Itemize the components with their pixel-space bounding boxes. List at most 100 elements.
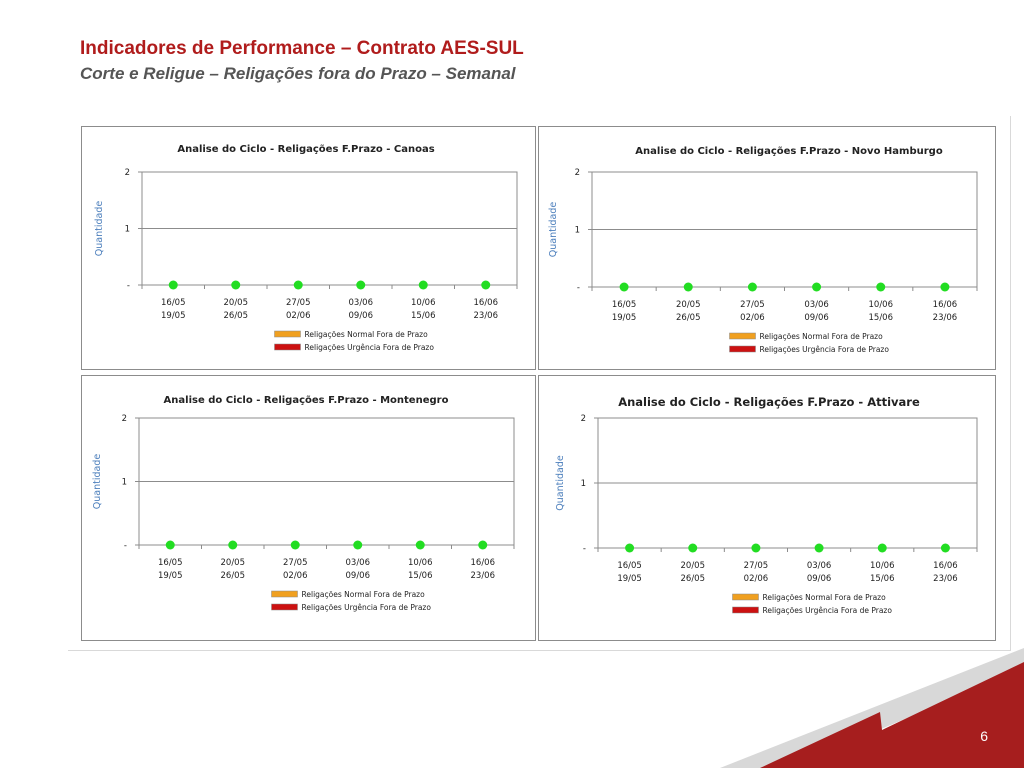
legend-swatch (732, 593, 759, 601)
chart-panel-novo-hamburgo: Analise do Ciclo - Religações F.Prazo - … (538, 126, 996, 370)
x-tick-label: 27/05 (283, 558, 308, 568)
chart-title: Analise do Ciclo - Religações F.Prazo - … (635, 146, 943, 157)
x-tick-label: 10/06 (870, 561, 895, 571)
data-point (478, 540, 488, 550)
data-point (688, 543, 698, 553)
x-tick-label: 27/05 (744, 561, 769, 571)
x-tick-label: 19/05 (158, 571, 183, 581)
data-point (481, 280, 491, 290)
y-tick-label: - (577, 283, 580, 293)
x-tick-label: 09/06 (349, 311, 374, 321)
y-tick-label: 2 (575, 168, 580, 178)
x-tick-label: 19/05 (612, 313, 637, 323)
legend-label: Religações Normal Fora de Prazo (763, 593, 887, 602)
x-tick-label: 20/05 (224, 298, 249, 308)
x-tick-label: 02/06 (283, 571, 308, 581)
x-tick-label: 26/05 (676, 313, 701, 323)
x-tick-label: 09/06 (346, 571, 371, 581)
x-tick-label: 03/06 (349, 298, 374, 308)
page-title: Indicadores de Performance – Contrato AE… (80, 38, 524, 59)
x-tick-label: 27/05 (286, 298, 311, 308)
decor-red-swoosh (760, 662, 1024, 768)
y-tick-label: 1 (581, 479, 586, 489)
x-tick-label: 16/06 (474, 298, 499, 308)
chart-panel-canoas: Analise do Ciclo - Religações F.Prazo - … (81, 126, 536, 370)
x-tick-label: 19/05 (617, 574, 642, 584)
legend-swatch (274, 330, 301, 338)
legend-label: Religações Normal Fora de Prazo (302, 590, 426, 599)
x-tick-label: 23/06 (933, 574, 958, 584)
y-tick-label: - (124, 541, 127, 551)
data-point (418, 280, 428, 290)
legend-swatch (274, 343, 301, 351)
x-tick-label: 16/05 (161, 298, 186, 308)
data-point (168, 280, 178, 290)
data-point (940, 543, 950, 553)
x-tick-label: 16/05 (612, 300, 637, 310)
x-tick-label: 09/06 (807, 574, 832, 584)
x-tick-label: 15/06 (870, 574, 895, 584)
y-axis-label: Quantidade (548, 202, 559, 258)
legend-label: Religações Urgência Fora de Prazo (305, 343, 435, 352)
x-tick-label: 16/06 (933, 300, 958, 310)
chart-title: Analise do Ciclo - Religações F.Prazo - … (618, 395, 920, 409)
chart-panel-attivare: Analise do Ciclo - Religações F.Prazo - … (538, 375, 996, 641)
legend-label: Religações Urgência Fora de Prazo (760, 345, 890, 354)
x-tick-label: 16/05 (617, 561, 642, 571)
x-tick-label: 20/05 (676, 300, 701, 310)
y-tick-label: 1 (122, 478, 127, 488)
data-point (228, 540, 238, 550)
data-point (290, 540, 300, 550)
x-tick-label: 09/06 (804, 313, 829, 323)
x-tick-label: 26/05 (681, 574, 706, 584)
chart-title: Analise do Ciclo - Religações F.Prazo - … (177, 144, 434, 155)
legend-swatch (729, 332, 756, 340)
x-tick-label: 02/06 (744, 574, 769, 584)
data-point (353, 540, 363, 550)
data-point (814, 543, 824, 553)
x-tick-label: 23/06 (933, 313, 958, 323)
x-tick-label: 23/06 (474, 311, 499, 321)
x-tick-label: 16/06 (471, 558, 496, 568)
x-tick-label: 27/05 (740, 300, 765, 310)
x-tick-label: 02/06 (286, 311, 311, 321)
legend-label: Religações Normal Fora de Prazo (305, 330, 429, 339)
x-tick-label: 23/06 (471, 571, 496, 581)
y-tick-label: 1 (575, 226, 580, 236)
x-tick-label: 10/06 (408, 558, 433, 568)
x-tick-label: 10/06 (869, 300, 894, 310)
x-tick-label: 20/05 (221, 558, 246, 568)
legend-swatch (271, 603, 298, 611)
data-point (415, 540, 425, 550)
legend-label: Religações Normal Fora de Prazo (760, 332, 884, 341)
data-point (165, 540, 175, 550)
x-tick-label: 03/06 (804, 300, 829, 310)
data-point (940, 282, 950, 292)
data-point (751, 543, 761, 553)
chart-novo-hamburgo: Analise do Ciclo - Religações F.Prazo - … (548, 146, 978, 354)
data-point (625, 543, 635, 553)
data-point (683, 282, 693, 292)
data-point (812, 282, 822, 292)
page-number: 6 (980, 728, 988, 744)
y-axis-label: Quantidade (92, 454, 103, 510)
legend-label: Religações Urgência Fora de Prazo (302, 603, 432, 612)
chart-montenegro: Analise do Ciclo - Religações F.Prazo - … (92, 395, 515, 612)
data-point (619, 282, 629, 292)
y-tick-label: 2 (122, 414, 127, 424)
data-point (293, 280, 303, 290)
y-tick-label: - (127, 281, 130, 291)
chart-title: Analise do Ciclo - Religações F.Prazo - … (164, 395, 449, 406)
legend-swatch (271, 590, 298, 598)
data-point (747, 282, 757, 292)
x-tick-label: 03/06 (807, 561, 832, 571)
x-tick-label: 19/05 (161, 311, 186, 321)
y-axis-label: Quantidade (94, 201, 105, 257)
x-tick-label: 16/05 (158, 558, 183, 568)
decor-gray-stripe (720, 648, 1024, 768)
x-tick-label: 15/06 (411, 311, 436, 321)
page-subtitle: Corte e Religue – Religações fora do Pra… (80, 64, 516, 83)
data-point (877, 543, 887, 553)
x-tick-label: 15/06 (869, 313, 894, 323)
y-tick-label: 2 (581, 414, 586, 424)
